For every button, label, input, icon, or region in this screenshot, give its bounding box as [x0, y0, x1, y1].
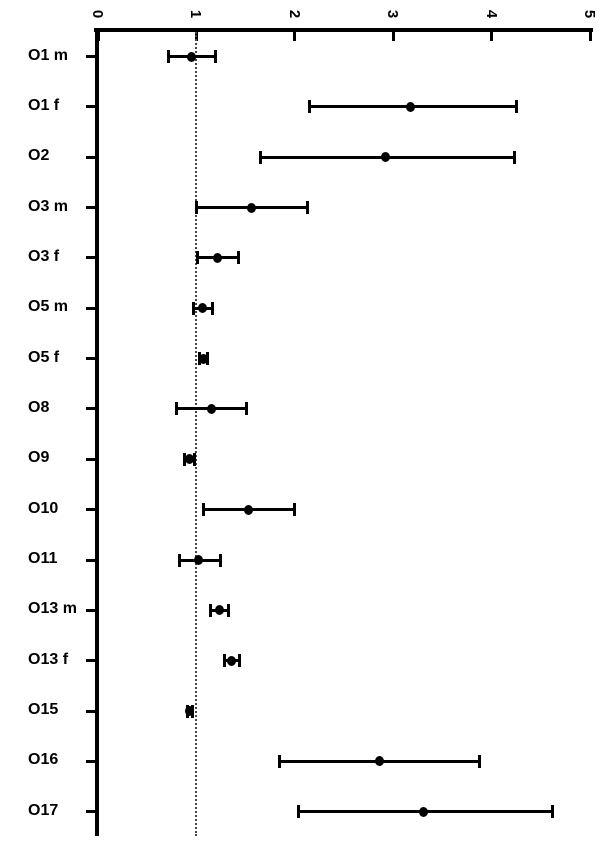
y-axis-tick	[86, 508, 95, 512]
ci-cap-left	[178, 553, 182, 567]
ci-cap-left	[175, 402, 179, 416]
category-label: O8	[28, 398, 50, 416]
ci-cap-right	[245, 402, 249, 416]
category-label: O5 f	[28, 348, 60, 366]
point-marker	[185, 454, 194, 465]
x-axis-tick-label: 5	[581, 9, 599, 19]
y-axis-tick	[86, 457, 95, 461]
x-axis-tick-label: 1	[187, 9, 205, 19]
ci-cap-right	[238, 654, 242, 668]
y-axis-tick	[86, 55, 95, 58]
point-marker	[419, 806, 429, 817]
category-label: O10	[28, 499, 59, 517]
category-label: O17	[28, 801, 59, 819]
point-marker	[244, 504, 254, 515]
category-label: O9	[28, 449, 50, 467]
category-label: O11	[28, 550, 58, 567]
ci-cap-right	[514, 100, 518, 114]
y-axis-tick	[86, 407, 95, 411]
point-marker	[406, 101, 416, 112]
category-label: O15	[28, 701, 59, 719]
y-axis-tick	[86, 759, 95, 763]
ci-cap-right	[478, 754, 482, 768]
y-axis-tick	[86, 810, 95, 814]
y-axis-tick	[86, 558, 95, 562]
x-axis-tick	[96, 32, 100, 41]
ci-cap-left	[223, 654, 227, 668]
point-marker	[380, 152, 390, 163]
ci-cap-right	[192, 452, 196, 466]
point-marker	[185, 706, 194, 717]
ci-cap-left	[194, 201, 198, 215]
x-axis-tick-label: 4	[483, 9, 501, 19]
y-axis-tick	[86, 306, 95, 310]
y-axis-tick	[86, 709, 95, 713]
ci-cap-right	[512, 150, 516, 164]
point-marker	[247, 202, 256, 213]
ci-cap-left	[258, 150, 262, 164]
ci-cap-left	[167, 50, 171, 63]
reference-line	[195, 32, 198, 836]
category-label: O1 f	[28, 96, 60, 114]
y-axis-tick	[86, 256, 95, 260]
ci-cap-right	[210, 301, 214, 315]
x-axis-tick-label: 2	[286, 9, 304, 19]
x-axis-line	[94, 28, 593, 32]
point-marker	[214, 605, 224, 616]
x-axis-tick	[588, 32, 592, 41]
ci-cap-left	[208, 603, 212, 617]
x-axis-tick-label: 0	[89, 9, 107, 19]
point-marker	[206, 403, 216, 414]
category-label: O2	[28, 147, 50, 165]
ci-cap-left	[195, 251, 199, 265]
y-axis-tick	[86, 155, 95, 159]
category-label: O13 f	[28, 650, 69, 668]
point-marker	[212, 252, 222, 263]
point-marker	[197, 303, 207, 314]
x-axis-tick	[490, 32, 494, 41]
y-axis-tick	[86, 659, 95, 663]
y-axis-tick	[86, 206, 95, 210]
ci-cap-left	[201, 503, 205, 517]
ci-cap-right	[551, 805, 555, 819]
category-label: O3 f	[28, 247, 60, 265]
category-label: O13 m	[28, 600, 77, 618]
ci-cap-right	[293, 503, 297, 517]
ci-cap-right	[237, 251, 241, 265]
ci-cap-left	[297, 805, 301, 819]
ci-cap-left	[277, 754, 281, 768]
ci-cap-right	[218, 553, 222, 567]
ci-cap-right	[227, 603, 231, 617]
point-marker	[198, 353, 208, 364]
point-marker	[374, 756, 384, 767]
x-axis-tick	[293, 32, 297, 41]
point-marker	[227, 655, 237, 666]
point-marker	[186, 51, 196, 62]
y-axis-tick	[86, 105, 95, 109]
x-axis-tick-label: 3	[384, 9, 402, 19]
category-label: O5 m	[28, 298, 69, 316]
category-label: O1 m	[28, 46, 69, 64]
ci-cap-left	[308, 100, 312, 114]
y-axis-tick	[86, 608, 95, 612]
point-marker	[193, 555, 203, 565]
ci-cap-left	[191, 301, 195, 315]
y-axis-line	[95, 28, 99, 836]
ci-cap-right	[306, 201, 310, 215]
ci-cap-right	[213, 50, 217, 63]
y-axis-tick	[86, 357, 95, 361]
x-axis-tick	[391, 32, 395, 41]
ci-cap-left	[183, 452, 187, 466]
category-label: O16	[28, 751, 59, 769]
category-label: O3 m	[28, 197, 69, 215]
